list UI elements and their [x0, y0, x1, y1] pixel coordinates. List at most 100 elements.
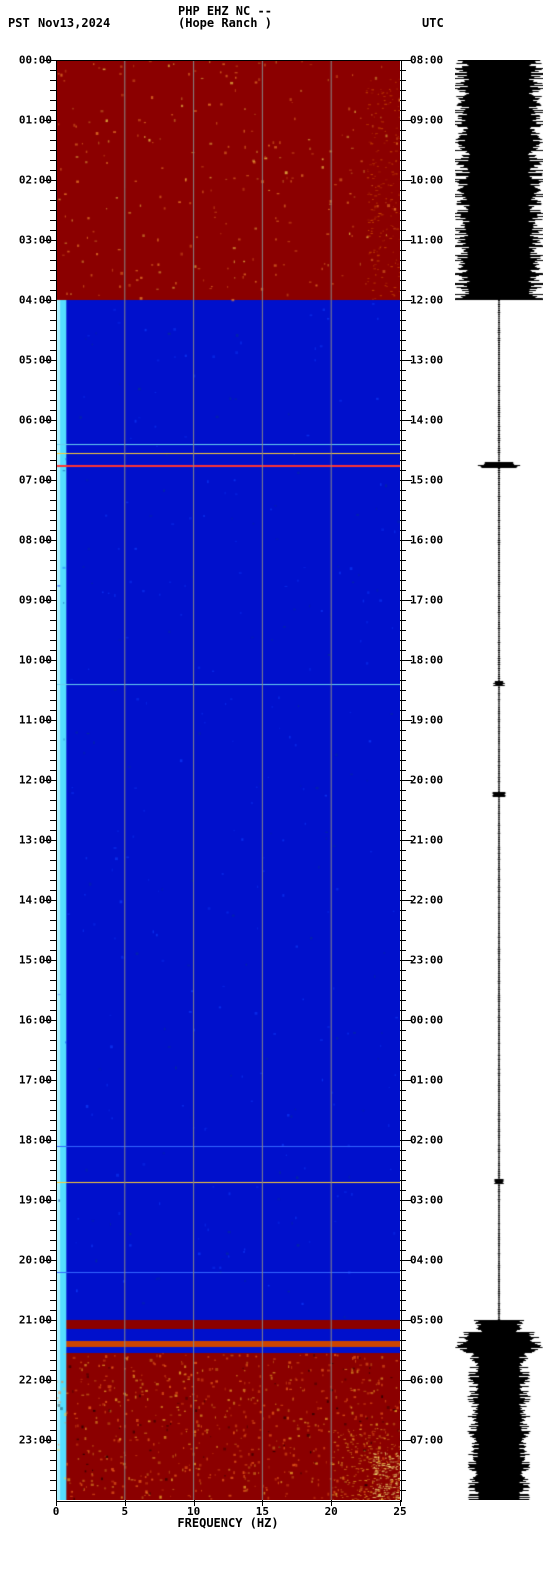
header-location: (Hope Ranch ) — [178, 16, 272, 30]
pst-tick-minor — [50, 110, 56, 111]
pst-tick-minor — [50, 1400, 56, 1401]
utc-tick-label: 04:00 — [410, 1254, 443, 1267]
pst-tick-minor — [50, 430, 56, 431]
pst-tick-minor — [50, 500, 56, 501]
utc-tick-minor — [400, 520, 406, 521]
utc-tick-minor — [400, 1430, 406, 1431]
utc-tick-minor — [400, 270, 406, 271]
pst-tick-major — [44, 1200, 56, 1201]
spectrogram-plot — [56, 60, 400, 1500]
utc-tick-minor — [400, 620, 406, 621]
x-tick-label: 10 — [187, 1505, 200, 1518]
utc-tick-major — [400, 720, 412, 721]
utc-tick-minor — [400, 680, 406, 681]
utc-tick-label: 21:00 — [410, 834, 443, 847]
pst-tick-major — [44, 60, 56, 61]
pst-tick-minor — [50, 710, 56, 711]
utc-tick-minor — [400, 1290, 406, 1291]
pst-tick-minor — [50, 790, 56, 791]
utc-tick-label: 16:00 — [410, 534, 443, 547]
utc-tick-minor — [400, 250, 406, 251]
pst-tick-minor — [50, 150, 56, 151]
utc-tick-minor — [400, 190, 406, 191]
utc-tick-minor — [400, 90, 406, 91]
pst-tick-minor — [50, 860, 56, 861]
pst-tick-minor — [50, 770, 56, 771]
utc-tick-minor — [400, 940, 406, 941]
pst-tick-minor — [50, 1150, 56, 1151]
utc-tick-minor — [400, 710, 406, 711]
utc-tick-minor — [400, 740, 406, 741]
utc-tick-major — [400, 240, 412, 241]
pst-tick-minor — [50, 1430, 56, 1431]
pst-tick-minor — [50, 520, 56, 521]
utc-tick-minor — [400, 280, 406, 281]
pst-tick-minor — [50, 1170, 56, 1171]
utc-tick-minor — [400, 230, 406, 231]
utc-tick-minor — [400, 970, 406, 971]
utc-tick-major — [400, 780, 412, 781]
utc-tick-minor — [400, 450, 406, 451]
pst-tick-minor — [50, 190, 56, 191]
x-axis-title: FREQUENCY (HZ) — [177, 1516, 278, 1530]
utc-tick-minor — [400, 870, 406, 871]
utc-tick-major — [400, 120, 412, 121]
utc-tick-minor — [400, 350, 406, 351]
pst-tick-major — [44, 1080, 56, 1081]
utc-tick-minor — [400, 1040, 406, 1041]
utc-tick-minor — [400, 330, 406, 331]
utc-tick-minor — [400, 1420, 406, 1421]
utc-tick-major — [400, 840, 412, 841]
utc-tick-minor — [400, 590, 406, 591]
pst-tick-minor — [50, 1130, 56, 1131]
pst-tick-minor — [50, 330, 56, 331]
utc-tick-label: 06:00 — [410, 1374, 443, 1387]
utc-tick-minor — [400, 1170, 406, 1171]
utc-tick-minor — [400, 1210, 406, 1211]
pst-tick-minor — [50, 1250, 56, 1251]
pst-tick-minor — [50, 620, 56, 621]
utc-tick-minor — [400, 1130, 406, 1131]
pst-tick-minor — [50, 270, 56, 271]
pst-tick-minor — [50, 910, 56, 911]
pst-tick-minor — [50, 1240, 56, 1241]
utc-tick-major — [400, 600, 412, 601]
pst-tick-minor — [50, 920, 56, 921]
pst-tick-major — [44, 960, 56, 961]
utc-tick-minor — [400, 810, 406, 811]
pst-tick-major — [44, 480, 56, 481]
pst-tick-minor — [50, 130, 56, 131]
utc-tick-minor — [400, 1180, 406, 1181]
utc-tick-minor — [400, 920, 406, 921]
pst-tick-minor — [50, 470, 56, 471]
pst-tick-minor — [50, 80, 56, 81]
pst-tick-minor — [50, 1420, 56, 1421]
pst-tick-minor — [50, 230, 56, 231]
pst-tick-minor — [50, 530, 56, 531]
utc-tick-minor — [400, 1110, 406, 1111]
utc-tick-minor — [400, 410, 406, 411]
utc-tick-minor — [400, 340, 406, 341]
utc-tick-minor — [400, 460, 406, 461]
utc-tick-minor — [400, 160, 406, 161]
pst-tick-minor — [50, 880, 56, 881]
utc-tick-label: 05:00 — [410, 1314, 443, 1327]
pst-tick-minor — [50, 890, 56, 891]
utc-tick-minor — [400, 170, 406, 171]
pst-tick-minor — [50, 320, 56, 321]
utc-tick-minor — [400, 670, 406, 671]
utc-tick-major — [400, 1380, 412, 1381]
utc-tick-major — [400, 60, 412, 61]
pst-tick-major — [44, 240, 56, 241]
pst-tick-minor — [50, 610, 56, 611]
pst-tick-major — [44, 720, 56, 721]
pst-tick-major — [44, 1020, 56, 1021]
utc-tick-minor — [400, 1010, 406, 1011]
pst-tick-minor — [50, 1310, 56, 1311]
pst-tick-minor — [50, 1270, 56, 1271]
waveform-plot — [455, 60, 543, 1500]
utc-tick-minor — [400, 930, 406, 931]
utc-tick-minor — [400, 1450, 406, 1451]
pst-tick-minor — [50, 950, 56, 951]
pst-tick-minor — [50, 1030, 56, 1031]
